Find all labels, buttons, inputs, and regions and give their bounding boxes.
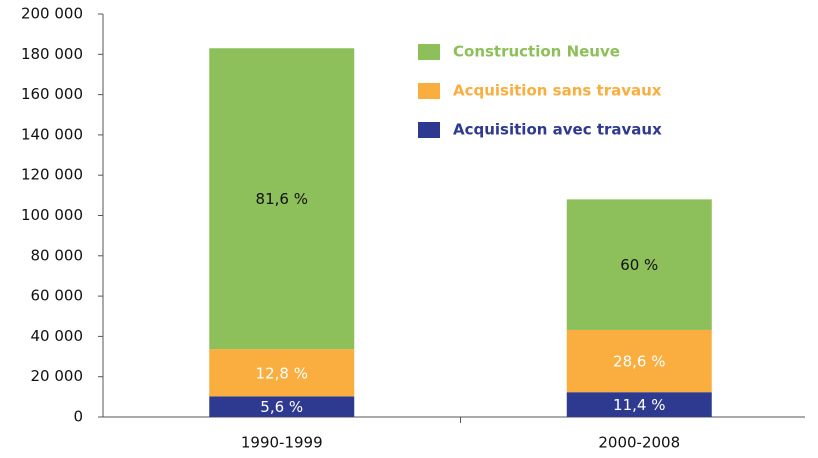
data-label: 12,8 % [256, 364, 308, 382]
y-tick-label: 180 000 [21, 45, 83, 63]
y-tick-label: 0 [73, 408, 83, 426]
y-tick-label: 60 000 [31, 287, 84, 305]
data-label: 60 % [620, 256, 658, 274]
y-tick-label: 120 000 [21, 166, 83, 184]
y-tick-label: 140 000 [21, 125, 83, 143]
bar-segment [209, 349, 355, 397]
bar-segment [566, 329, 712, 393]
y-tick-label: 80 000 [31, 246, 84, 264]
x-tick-label: 1990-1999 [241, 434, 323, 452]
legend-swatch [418, 44, 440, 60]
data-label: 5,6 % [260, 398, 303, 416]
legend-label: Acquisition avec travaux [453, 121, 662, 139]
legend-label: Acquisition sans travaux [453, 82, 662, 100]
bar-segment [209, 396, 355, 417]
data-label: 81,6 % [256, 190, 308, 208]
bar-segment [566, 392, 712, 417]
x-tick-label: 2000-2008 [598, 434, 680, 452]
y-tick-label: 40 000 [31, 327, 84, 345]
legend-label: Construction Neuve [453, 43, 620, 61]
y-tick-label: 200 000 [21, 5, 83, 23]
legend-swatch [418, 122, 440, 138]
bar-segment [566, 199, 712, 330]
y-tick-label: 100 000 [21, 206, 83, 224]
y-tick-label: 20 000 [31, 367, 84, 385]
data-label: 28,6 % [613, 353, 665, 371]
data-label: 11,4 % [613, 396, 665, 414]
bar-segment [209, 48, 355, 350]
y-tick-label: 160 000 [21, 85, 83, 103]
legend-swatch [418, 83, 440, 99]
